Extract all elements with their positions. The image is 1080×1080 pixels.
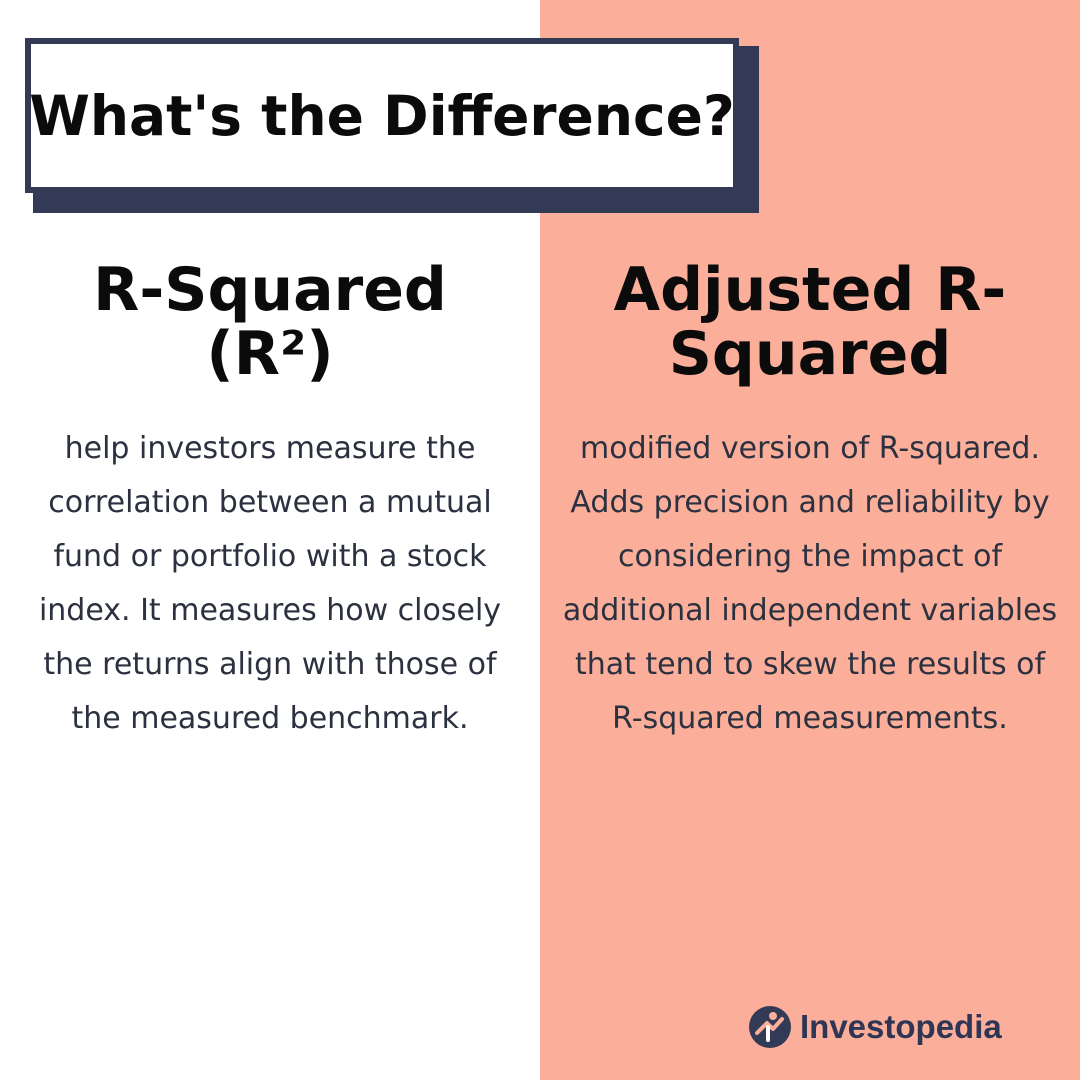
title-box: What's the Difference? (25, 38, 739, 193)
investopedia-logo: Investopedia (748, 1003, 1002, 1051)
left-description: help investors measure the correlation b… (38, 431, 502, 736)
right-column: Adjusted R-Squared modified version of R… (540, 258, 1080, 746)
page-title: What's the Difference? (29, 83, 735, 148)
left-column: R-Squared (R²) help investors measure th… (0, 258, 540, 746)
logo-text: Investopedia (800, 1008, 1002, 1045)
right-heading: Adjusted R-Squared (613, 255, 1007, 389)
left-heading: R-Squared (R²) (93, 255, 447, 389)
investopedia-logo-icon (749, 1006, 791, 1048)
right-description: modified version of R-squared. Adds prec… (562, 431, 1058, 736)
